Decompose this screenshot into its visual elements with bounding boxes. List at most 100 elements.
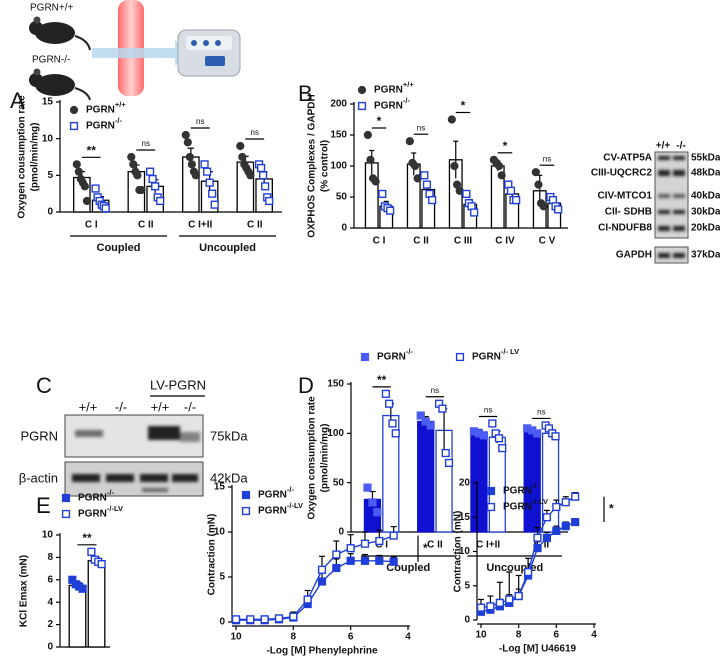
data-point xyxy=(531,168,540,177)
data-point xyxy=(386,206,395,215)
legend-marker xyxy=(486,502,496,512)
legend-label: PGRN-/- xyxy=(78,488,114,503)
data-point xyxy=(261,182,270,191)
legend-marker xyxy=(455,352,465,362)
data-point xyxy=(210,200,219,209)
significance-label: ** xyxy=(377,373,387,387)
bar xyxy=(417,420,435,533)
data-point xyxy=(444,458,454,468)
y-tick-label: 0 xyxy=(219,617,225,628)
y-axis-label: Contraction (mN) xyxy=(207,514,218,596)
x-tick-label: 6 xyxy=(554,630,560,641)
panel-letter: A xyxy=(10,88,25,113)
significance-label: ns xyxy=(543,154,551,163)
data-point xyxy=(378,189,387,199)
blot-row-label: β-actin xyxy=(19,470,58,485)
blot-row-label: CII- SDHB xyxy=(605,207,652,218)
data-point xyxy=(552,502,561,512)
data-point xyxy=(476,603,486,612)
data-point xyxy=(183,138,192,147)
data-point xyxy=(470,208,479,217)
legend-marker xyxy=(61,509,71,519)
significance-label: * xyxy=(423,541,428,555)
data-point xyxy=(133,171,142,180)
data-point xyxy=(368,498,377,507)
significance-label: ** xyxy=(82,531,92,545)
data-point xyxy=(438,404,447,413)
blot-row-label: PGRN xyxy=(20,428,58,443)
data-point xyxy=(534,180,543,189)
legend-marker xyxy=(357,85,367,95)
data-point xyxy=(388,419,397,428)
panel-letter: D xyxy=(298,373,314,398)
data-point xyxy=(187,160,196,169)
y-tick-label: 2 xyxy=(47,619,53,630)
legend-marker xyxy=(61,493,71,503)
blot-size-label: 75kDa xyxy=(210,428,248,443)
data-point xyxy=(495,598,504,607)
data-point xyxy=(363,483,372,492)
data-point xyxy=(450,161,459,171)
data-point xyxy=(82,196,92,206)
legend-label: PGRN+/+ xyxy=(374,80,414,95)
data-point xyxy=(554,205,563,214)
x-tick-label: C II xyxy=(413,236,429,247)
data-point xyxy=(506,186,516,195)
y-tick-label: 6 xyxy=(47,574,53,585)
data-point xyxy=(363,130,372,140)
data-point xyxy=(498,444,507,453)
blot-lane-label: +/+ xyxy=(79,399,98,414)
data-point xyxy=(505,595,514,604)
y-tick-label: 50 xyxy=(336,192,348,203)
data-point xyxy=(97,560,106,569)
y-tick-label: 50 xyxy=(333,477,345,488)
blot-row-label: CV-ATP5A xyxy=(603,153,652,164)
data-point xyxy=(413,174,422,183)
data-point xyxy=(78,584,87,593)
y-axis-label: Oxygen consumption rate xyxy=(307,396,318,520)
data-point xyxy=(410,161,420,171)
data-point xyxy=(360,539,370,548)
y-tick-label: 10 xyxy=(214,527,226,538)
data-point xyxy=(191,171,201,180)
blot-size-label: 48kDa xyxy=(691,168,720,179)
x-tick-label: C III xyxy=(454,236,473,247)
data-point xyxy=(127,152,136,162)
data-point xyxy=(181,130,190,140)
legend-marker xyxy=(360,352,370,362)
data-point xyxy=(375,556,384,565)
data-point xyxy=(360,556,370,565)
blot-lane-label: -/- xyxy=(115,399,127,414)
data-point xyxy=(231,615,241,624)
data-point xyxy=(561,498,570,507)
y-tick-label: 4 xyxy=(47,597,53,608)
data-point xyxy=(389,531,398,540)
data-point xyxy=(497,171,506,180)
data-point xyxy=(551,432,560,441)
data-point xyxy=(552,526,561,536)
y-tick-label: 10 xyxy=(42,530,54,541)
data-point xyxy=(542,533,552,542)
blot-size-label: 40kDa xyxy=(691,191,720,202)
y-tick-label: 5 xyxy=(464,580,470,591)
data-point xyxy=(80,182,89,191)
y-tick-label: 10 xyxy=(459,546,471,557)
data-point xyxy=(145,167,155,176)
blot-size-label: 37kDa xyxy=(691,250,720,261)
data-point xyxy=(462,189,471,199)
legend-label: PGRN-/- xyxy=(86,116,122,131)
y-tick-label: 0 xyxy=(341,223,347,234)
legend-label: PGRN-/- xyxy=(377,347,413,362)
significance-label: ns xyxy=(251,128,259,137)
x-axis-label: -Log [M] U46619 xyxy=(499,644,577,655)
x-axis-label: -Log [M] Phenylephrine xyxy=(266,646,378,657)
data-point xyxy=(303,595,312,604)
data-point xyxy=(332,550,341,559)
x-tick-label: C II xyxy=(247,220,263,231)
y-axis-label: Contraction (mN) xyxy=(453,511,464,593)
data-point xyxy=(373,508,382,517)
y-tick-label: 0 xyxy=(47,642,53,653)
x-tick-label: C II xyxy=(427,540,443,551)
blot-row-label: GAPDH xyxy=(616,250,652,261)
data-point xyxy=(246,615,255,624)
